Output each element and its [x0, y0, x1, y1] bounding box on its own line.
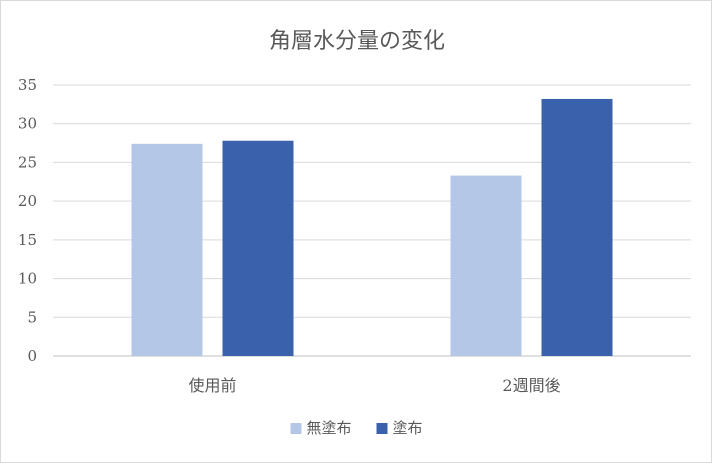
y-tick-label: 10 — [18, 270, 37, 288]
bar-application-0 — [222, 140, 294, 356]
legend-swatch — [290, 423, 302, 434]
y-axis-ticks: 0 5 10 15 20 25 30 35 — [18, 76, 37, 365]
x-category-label: 使用前 — [188, 376, 236, 395]
x-category-label: 2週間後 — [502, 376, 560, 395]
legend-swatch — [376, 423, 388, 434]
y-tick-label: 0 — [27, 347, 37, 365]
legend: 無塗布 塗布 — [290, 419, 423, 437]
y-tick-label: 35 — [18, 76, 37, 94]
y-tick-label: 25 — [18, 153, 37, 171]
legend-label: 塗布 — [393, 419, 423, 437]
chart-title: 角層水分量の変化 — [269, 29, 445, 54]
x-axis-categories: 使用前 2週間後 — [188, 376, 560, 395]
bar-no-application-1 — [450, 175, 522, 356]
y-tick-label: 20 — [18, 192, 37, 210]
bar-application-1 — [541, 98, 613, 357]
y-tick-label: 5 — [27, 308, 37, 326]
bar-no-application-0 — [131, 143, 203, 356]
legend-label: 無塗布 — [307, 419, 352, 437]
bars — [131, 98, 613, 357]
y-tick-label: 30 — [18, 115, 37, 133]
y-tick-label: 15 — [18, 231, 37, 249]
